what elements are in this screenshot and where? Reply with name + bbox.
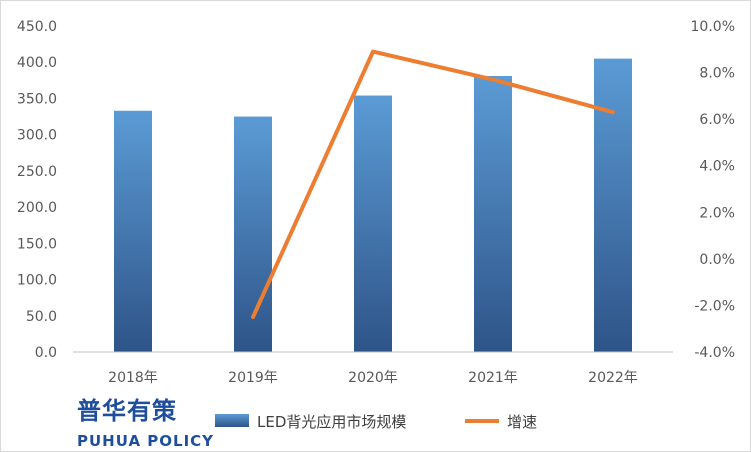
left-axis-tick-label: 50.0 (26, 309, 57, 325)
right-axis-tick-label: 8.0% (699, 66, 735, 82)
growth-line (251, 49, 615, 320)
left-axis-tick-label: 150.0 (17, 236, 57, 252)
logo: 普华有策 PUHUA POLICY (77, 397, 214, 450)
logo-english-text: PUHUA POLICY (77, 432, 214, 450)
x-axis-tick-label: 2022年 (588, 370, 638, 386)
legend-label-bar: LED背光应用市场规模 (257, 413, 406, 431)
x-axis-tick-label: 2020年 (348, 370, 398, 386)
bar-2020年 (354, 95, 392, 353)
left-axis-tick-label: 0.0 (35, 345, 57, 361)
legend: LED背光应用市场规模 增速 (215, 413, 537, 431)
right-axis-tick-labels: -4.0% -2.0% 0.0% 2.0% 4.0% 6.0% 8.0% 10.0% (691, 19, 735, 361)
right-axis-tick-label: 10.0% (691, 19, 735, 35)
left-axis-tick-label: 300.0 (17, 128, 57, 144)
bar-series (114, 58, 632, 353)
bar-2021年 (474, 75, 512, 352)
bar-2018年 (114, 110, 152, 352)
left-axis-tick-labels: 0.0 50.0 100.0 150.0 200.0 250.0 300.0 350.0 400… (17, 19, 57, 361)
right-axis-tick-label: 0.0% (699, 252, 735, 268)
left-axis-tick-label: 100.0 (17, 273, 57, 289)
x-axis-tick-label: 2018年 (108, 370, 158, 386)
left-axis-tick-label: 450.0 (17, 19, 57, 35)
x-axis-tick-label: 2021年 (468, 370, 518, 386)
x-axis-tick-labels: 2018年 2019年 2020年 2021年 2022年 (108, 370, 638, 386)
legend-label-line: 增速 (507, 413, 537, 431)
left-axis-tick-label: 200.0 (17, 200, 57, 216)
right-axis-tick-label: -2.0% (694, 298, 735, 314)
growth-line-series (251, 49, 615, 320)
left-axis-tick-label: 400.0 (17, 55, 57, 71)
legend-swatch-bar (215, 414, 249, 427)
right-axis-tick-label: 2.0% (699, 205, 735, 221)
right-axis-tick-label: 6.0% (699, 112, 735, 128)
bar-2022年 (594, 58, 632, 352)
right-axis-tick-label: -4.0% (694, 345, 735, 361)
left-axis-tick-label: 250.0 (17, 164, 57, 180)
right-axis-tick-label: 4.0% (699, 159, 735, 175)
x-axis-tick-label: 2019年 (228, 370, 278, 386)
logo-chinese-text: 普华有策 (77, 397, 177, 425)
left-axis-tick-label: 350.0 (17, 91, 57, 107)
